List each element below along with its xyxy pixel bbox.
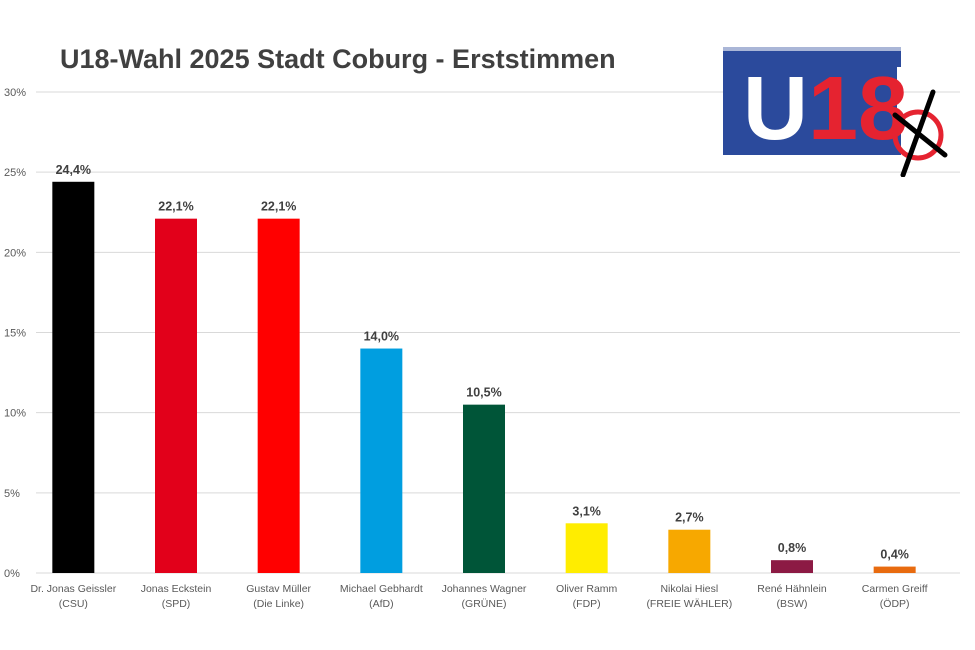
data-label: 22,1% [261, 200, 296, 214]
y-tick-label: 10% [4, 408, 26, 420]
data-label: 24,4% [56, 163, 91, 177]
bar-0 [52, 181, 95, 573]
data-label: 0,4% [880, 548, 909, 562]
y-tick-label: 20% [4, 247, 26, 259]
x-tick-label-name: Dr. Jonas Geissler [30, 583, 116, 595]
bar-8 [873, 566, 916, 573]
y-tick-label: 30% [4, 87, 26, 99]
bar-4 [463, 404, 505, 573]
bar-5 [565, 523, 608, 573]
x-tick-label-name: Michael Gebhardt [340, 583, 423, 595]
data-label: 3,1% [572, 504, 601, 518]
x-axis: Dr. Jonas Geissler (CSU) Jonas Eckstein (SP… [30, 583, 927, 610]
x-tick-label-name: Gustav Müller [246, 583, 311, 595]
x-tick-label-party: (FDP) [573, 598, 601, 610]
x-tick-label-party: (BSW) [777, 598, 808, 610]
x-tick-label-name: Johannes Wagner [442, 583, 527, 595]
data-label: 2,7% [675, 511, 704, 525]
x-tick-label-party: (ÖDP) [880, 598, 910, 610]
x-tick-label-party: (AfD) [369, 598, 394, 610]
bar-2 [257, 218, 300, 573]
bar-6 [668, 529, 711, 573]
x-tick-label-party: (Die Linke) [253, 598, 304, 610]
data-label: 10,5% [466, 386, 501, 400]
x-tick-label-name: René Hähnlein [757, 583, 827, 595]
bar-7 [771, 560, 813, 573]
y-axis: 0% 5% 10% 15% 20% 25% 30% [4, 87, 26, 580]
x-tick-label-party: (FREIE WÄHLER) [646, 598, 732, 610]
x-tick-label-party: (GRÜNE) [462, 598, 507, 610]
x-tick-label-name: Oliver Ramm [556, 583, 618, 595]
chart-title: U18-Wahl 2025 Stadt Coburg - Erststimmen [60, 44, 616, 74]
x-tick-label-name: Jonas Eckstein [141, 583, 212, 595]
y-tick-label: 15% [4, 328, 26, 340]
bar-1 [155, 218, 197, 573]
bar-3 [360, 348, 403, 573]
logo-letter-u: U [743, 59, 808, 159]
y-tick-label: 25% [4, 167, 26, 179]
logo-background [723, 47, 901, 155]
data-label: 22,1% [158, 200, 193, 214]
y-tick-label: 5% [4, 488, 20, 500]
data-labels: 24,4% 22,1% 22,1% 14,0% 10,5% 3,1% 2,7% 0,8% 0,4… [56, 163, 909, 562]
x-tick-label-name: Nikolai Hiesl [660, 583, 718, 595]
bars [52, 181, 916, 573]
u18-logo: U 18 [723, 47, 948, 177]
x-tick-label-party: (CSU) [59, 598, 88, 610]
ballot-circle-icon [892, 109, 944, 161]
logo-number-18: 18 [808, 59, 908, 159]
data-label: 0,8% [778, 541, 807, 555]
x-tick-label-party: (SPD) [162, 598, 191, 610]
data-label: 14,0% [364, 330, 399, 344]
x-tick-label-name: Carmen Greiff [862, 583, 928, 595]
y-tick-label: 0% [4, 568, 20, 580]
